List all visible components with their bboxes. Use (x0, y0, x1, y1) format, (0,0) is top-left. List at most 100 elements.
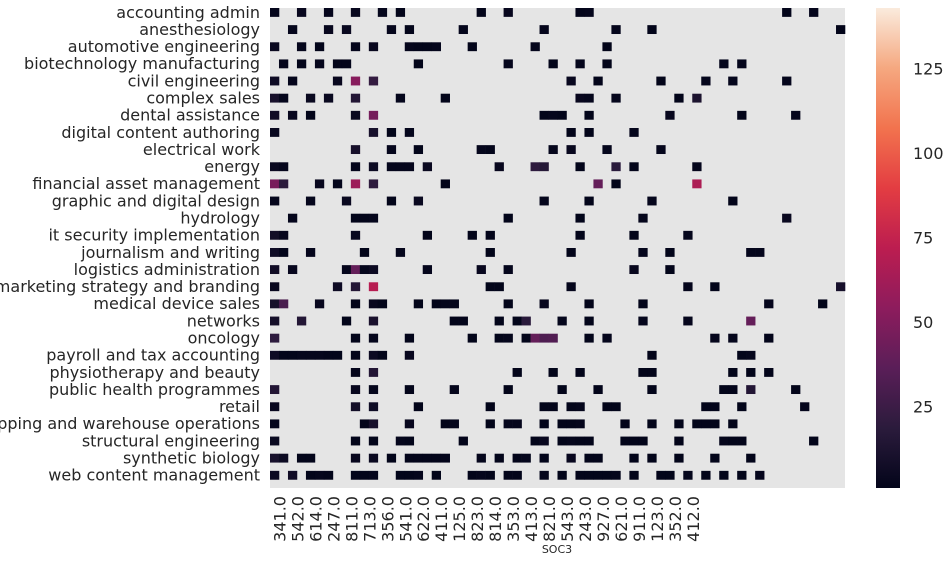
x-tick-labels: 341.0542.0614.0247.0811.0713.0356.0541.0… (270, 496, 702, 542)
heatmap-cell (296, 8, 307, 17)
heatmap-cell (566, 419, 576, 429)
heatmap-cell (305, 470, 316, 480)
heatmap-cell (368, 162, 379, 172)
y-tick-label: synthetic biology (123, 449, 260, 468)
heatmap-cell (710, 419, 720, 429)
heatmap-cell (674, 436, 684, 446)
heatmap-cell (323, 25, 334, 35)
colorbar-tick-labels: 25 50 75 100 125 (913, 59, 944, 416)
heatmap-cell (575, 162, 585, 172)
heatmap-cell (431, 42, 441, 52)
heatmap-cell (350, 110, 361, 120)
heatmap-cell (647, 419, 657, 429)
heatmap-cell (665, 248, 675, 257)
heatmap-cell (656, 76, 666, 86)
heatmap-cell (350, 145, 361, 155)
y-tick-label: logistics administration (74, 260, 260, 279)
heatmap-cell (719, 59, 729, 69)
heatmap-cell (332, 59, 343, 69)
heatmap-cell (647, 196, 657, 206)
heatmap-cell (539, 299, 549, 309)
heatmap-cell (449, 385, 459, 395)
heatmap-cell (737, 350, 747, 360)
heatmap-cell (692, 162, 702, 172)
heatmap-cell (431, 453, 441, 463)
heatmap-cell (270, 333, 280, 343)
heatmap-cell (350, 179, 361, 189)
heatmap-cell (305, 110, 316, 120)
y-tick-label: energy (204, 157, 260, 176)
heatmap-cell (287, 350, 298, 360)
x-tick-label: 411.0 (432, 496, 451, 542)
x-tick-label: 814.0 (486, 496, 505, 542)
heatmap-cell (638, 436, 648, 446)
heatmap-cell (566, 402, 576, 412)
heatmap-cell (611, 93, 621, 103)
colorbar-tick-label: 75 (913, 228, 933, 247)
heatmap-cell (458, 316, 468, 326)
heatmap-cell (270, 110, 280, 120)
heatmap-cell (602, 333, 612, 343)
heatmap-cell (566, 282, 576, 292)
heatmap-cell (611, 402, 621, 412)
heatmap-cell (270, 299, 280, 309)
y-tick-label: complex sales (146, 89, 260, 108)
heatmap-cell (413, 402, 424, 412)
heatmap-cell (737, 110, 747, 120)
y-tick-label: accounting admin (116, 3, 260, 22)
x-tick-label: 413.0 (522, 496, 541, 542)
y-tick-label: hydrology (180, 209, 260, 228)
heatmap-cell (566, 248, 576, 257)
x-tick-label: 542.0 (288, 496, 307, 542)
heatmap-cell (270, 402, 280, 412)
heatmap-cell (368, 179, 379, 189)
heatmap-cell (278, 299, 289, 309)
heatmap-cell (674, 93, 684, 103)
heatmap-cell (683, 316, 693, 326)
heatmap-cell (278, 230, 289, 240)
heatmap-cell (620, 419, 630, 429)
heatmap-cell (494, 316, 504, 326)
heatmap-cell (782, 76, 792, 86)
heatmap-cell (467, 470, 477, 480)
heatmap-cell (593, 385, 603, 395)
heatmap-cell (314, 42, 325, 52)
heatmap-cell (692, 93, 702, 103)
heatmap-cell (728, 419, 738, 429)
heatmap-cell (422, 162, 433, 172)
x-tick-label: 352.0 (666, 496, 685, 542)
heatmap-cell (287, 470, 298, 480)
heatmap-cell (270, 282, 280, 292)
x-tick-label: 911.0 (630, 496, 649, 542)
heatmap-cell (539, 333, 549, 343)
heatmap-cell (296, 453, 307, 463)
heatmap-cell (341, 316, 352, 326)
heatmap-cell (404, 333, 415, 343)
heatmap-cell (737, 436, 747, 446)
heatmap-cell (350, 213, 361, 223)
heatmap-cell (404, 350, 415, 360)
x-tick-label: 823.0 (468, 496, 487, 542)
heatmap-cell (270, 350, 280, 360)
heatmap-cell (323, 93, 334, 103)
heatmap-cell (629, 470, 639, 480)
heatmap-cell (728, 196, 738, 206)
heatmap-cell (350, 470, 361, 480)
heatmap-cell (287, 213, 298, 223)
heatmap-cell (404, 42, 415, 52)
y-tick-label: retail (219, 397, 260, 416)
heatmap-cell (368, 470, 379, 480)
heatmap-cell (341, 59, 352, 69)
heatmap-cell (530, 436, 540, 446)
heatmap-cell (782, 213, 792, 223)
heatmap-cell (270, 265, 280, 275)
heatmap-cell (494, 453, 504, 463)
heatmap-cell (557, 110, 567, 120)
heatmap-cell (665, 265, 675, 275)
heatmap-cell (746, 453, 756, 463)
heatmap-cell (692, 179, 702, 189)
heatmap-cell (530, 162, 540, 172)
heatmap-cell (557, 419, 567, 429)
x-tick-label: 247.0 (324, 496, 343, 542)
